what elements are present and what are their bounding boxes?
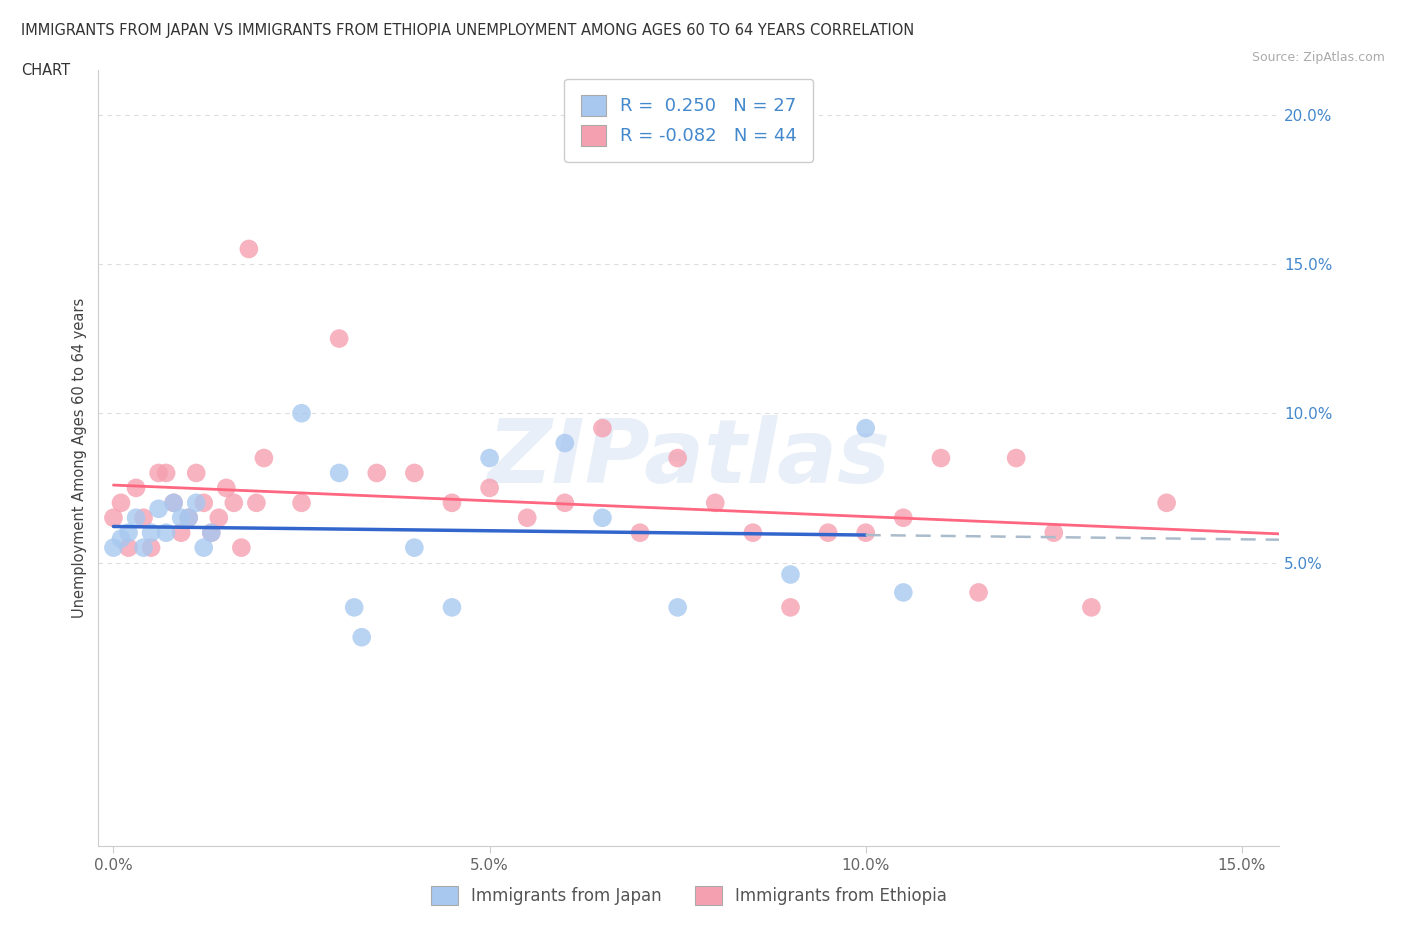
Point [245, 496, 267, 511]
Point [155, 466, 177, 481]
Point [139, 540, 162, 555]
Point [125, 481, 148, 496]
Point [1156, 496, 1178, 511]
Point [103, 511, 125, 525]
Point [193, 540, 215, 555]
Point [117, 540, 139, 555]
Point [290, 496, 312, 511]
Point [666, 600, 689, 615]
Point [170, 511, 193, 525]
Point [148, 466, 170, 481]
Point [110, 496, 132, 511]
Point [177, 511, 200, 525]
Point [238, 242, 260, 257]
Point [1080, 600, 1102, 615]
Point [779, 567, 801, 582]
Point [155, 525, 177, 540]
Point [350, 630, 373, 644]
Point [253, 451, 276, 466]
Point [163, 496, 186, 511]
Point [328, 466, 350, 481]
Point [855, 420, 877, 435]
Point [163, 496, 186, 511]
Text: ZIPatlas: ZIPatlas [488, 415, 890, 501]
Point [516, 511, 538, 525]
Point [177, 511, 200, 525]
Point [741, 525, 763, 540]
Point [704, 496, 727, 511]
Point [148, 501, 170, 516]
Point [554, 496, 576, 511]
Point [440, 600, 463, 615]
Point [222, 496, 245, 511]
Point [186, 496, 208, 511]
Point [891, 511, 914, 525]
Point [817, 525, 839, 540]
Point [366, 466, 388, 481]
Point [200, 525, 222, 540]
Point [186, 466, 208, 481]
Point [231, 540, 253, 555]
Point [132, 511, 155, 525]
Point [440, 496, 463, 511]
Y-axis label: Unemployment Among Ages 60 to 64 years: Unemployment Among Ages 60 to 64 years [72, 298, 87, 618]
Point [103, 540, 125, 555]
Point [132, 540, 155, 555]
Point [117, 525, 139, 540]
Point [929, 451, 952, 466]
Point [125, 511, 148, 525]
Point [139, 525, 162, 540]
Point [1005, 451, 1028, 466]
Point [208, 511, 231, 525]
Point [779, 600, 801, 615]
Text: Source: ZipAtlas.com: Source: ZipAtlas.com [1251, 51, 1385, 64]
Point [478, 451, 501, 466]
Point [215, 481, 238, 496]
Text: IMMIGRANTS FROM JAPAN VS IMMIGRANTS FROM ETHIOPIA UNEMPLOYMENT AMONG AGES 60 TO : IMMIGRANTS FROM JAPAN VS IMMIGRANTS FROM… [21, 23, 914, 38]
Legend: Immigrants from Japan, Immigrants from Ethiopia: Immigrants from Japan, Immigrants from E… [425, 879, 953, 911]
Point [855, 525, 877, 540]
Point [591, 511, 613, 525]
Point [478, 481, 501, 496]
Point [1042, 525, 1064, 540]
Point [967, 585, 990, 600]
Point [328, 331, 350, 346]
Point [628, 525, 651, 540]
Point [110, 531, 132, 546]
Point [554, 435, 576, 450]
Point [404, 540, 426, 555]
Point [591, 420, 613, 435]
Point [404, 466, 426, 481]
Point [170, 525, 193, 540]
Text: CHART: CHART [21, 63, 70, 78]
Point [193, 496, 215, 511]
Point [200, 525, 222, 540]
Point [891, 585, 914, 600]
Point [290, 405, 312, 420]
Point [666, 451, 689, 466]
Point [343, 600, 366, 615]
